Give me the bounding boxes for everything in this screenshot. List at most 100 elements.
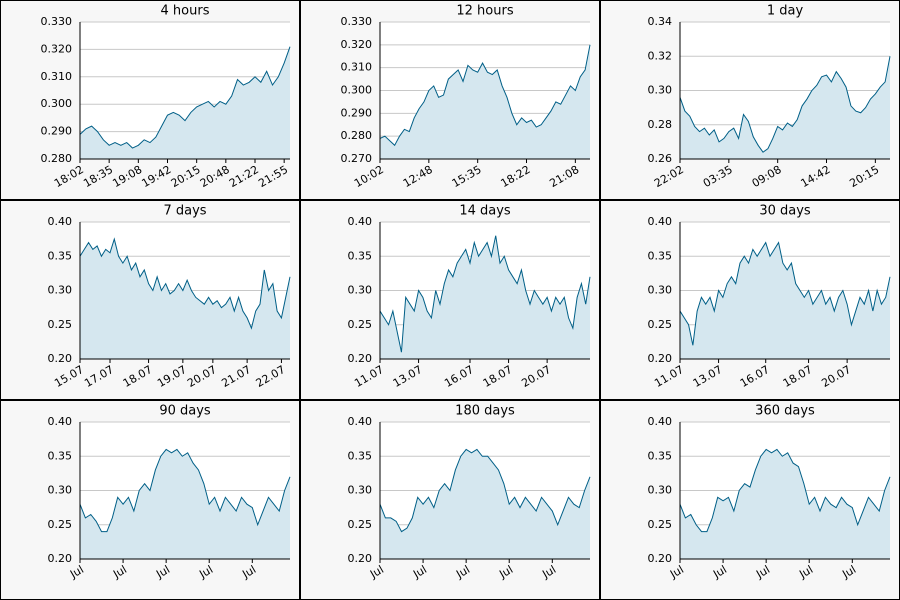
y-tick-label: 0.30 (648, 84, 673, 97)
y-tick-label: 0.280 (341, 129, 373, 142)
price-line (79, 237, 291, 330)
y-tick-label: 0.20 (648, 552, 673, 565)
y-tick-label: 0.25 (348, 518, 373, 531)
chart-panel: 0.20 0.25 0.30 0.35 0.40 Jul Jul Jul Jul Jul 180 d… (300, 400, 600, 600)
price-line (679, 448, 891, 533)
y-tick-label: 0.40 (348, 215, 373, 228)
price-line (679, 56, 891, 153)
x-tick-label: Jul (796, 563, 815, 581)
chart-title: 14 days (459, 204, 511, 219)
area-fill (80, 449, 290, 559)
y-tick-label: 0.20 (48, 352, 73, 365)
y-tick-label: 0.20 (348, 552, 373, 565)
price-line (79, 448, 291, 533)
price-line (79, 46, 291, 149)
y-tick-label: 0.26 (648, 152, 673, 165)
x-tick-label: Jul (753, 563, 772, 581)
x-tick-label: Jul (839, 563, 858, 581)
y-tick-label: 0.25 (648, 518, 673, 531)
y-tick-label: 0.310 (341, 61, 373, 74)
area-fill (680, 449, 890, 559)
y-tick-label: 0.280 (41, 152, 73, 165)
y-tick-label: 0.330 (341, 15, 373, 28)
price-line (379, 44, 591, 147)
y-tick-label: 0.35 (348, 249, 373, 262)
area-fill (380, 44, 590, 159)
y-tick-label: 0.35 (48, 449, 73, 462)
y-tick-label: 0.35 (48, 249, 73, 262)
chart-title: 30 days (759, 204, 811, 219)
x-tick-label: Jul (496, 563, 515, 581)
y-tick-label: 0.28 (648, 118, 673, 131)
area-fill (680, 56, 890, 159)
price-line (379, 448, 591, 533)
price-line (679, 241, 891, 346)
y-tick-label: 0.290 (341, 106, 373, 119)
y-tick-label: 0.270 (341, 152, 373, 165)
y-tick-label: 0.40 (48, 415, 73, 428)
chart-panel: 0.20 0.25 0.30 0.35 0.40 Jul Jul Jul Jul Jul 90 da… (0, 400, 300, 600)
area-fill (380, 449, 590, 559)
y-tick-label: 0.30 (48, 284, 73, 297)
price-line (379, 235, 591, 353)
y-tick-label: 0.30 (648, 284, 673, 297)
x-tick-label: Jul (410, 563, 429, 581)
y-tick-label: 0.290 (41, 125, 73, 138)
x-tick-label: Jul (239, 563, 258, 581)
chart-title: 7 days (163, 204, 206, 219)
y-tick-label: 0.320 (41, 42, 73, 55)
chart-title: 12 hours (456, 4, 513, 19)
y-tick-label: 0.25 (48, 318, 73, 331)
y-tick-label: 0.35 (648, 449, 673, 462)
x-tick-label: Jul (539, 563, 558, 581)
y-tick-label: 0.35 (348, 449, 373, 462)
y-tick-label: 0.20 (48, 552, 73, 565)
area-fill (680, 242, 890, 359)
chart-panel: 0.2800.2900.3000.3100.3200.33018:0218:35… (0, 0, 300, 200)
y-tick-label: 0.330 (41, 15, 73, 28)
x-tick-label: Jul (153, 563, 172, 581)
y-tick-label: 0.34 (648, 15, 673, 28)
chart-title: 180 days (455, 404, 515, 419)
y-tick-label: 0.300 (41, 97, 73, 110)
chart-title: 4 hours (161, 4, 210, 19)
area-fill (80, 46, 290, 159)
chart-panel: 0.2700.2800.2900.3000.3100.3200.33010:02… (300, 0, 600, 200)
y-tick-label: 0.25 (648, 318, 673, 331)
x-tick-label: Jul (667, 563, 686, 581)
y-tick-label: 0.30 (348, 284, 373, 297)
chart-panel: 0.20 0.25 0.30 0.35 0.40 Jul Jul Jul Jul Jul 360 d… (600, 400, 900, 600)
y-tick-label: 0.320 (341, 38, 373, 51)
y-tick-label: 0.20 (348, 352, 373, 365)
y-tick-label: 0.40 (48, 215, 73, 228)
chart-title: 1 day (767, 4, 804, 19)
y-tick-label: 0.35 (648, 249, 673, 262)
x-tick-label: Jul (67, 563, 86, 581)
y-tick-label: 0.25 (48, 518, 73, 531)
x-tick-label: Jul (367, 563, 386, 581)
x-tick-label: Jul (110, 563, 129, 581)
area-fill (380, 235, 590, 359)
y-tick-label: 0.40 (648, 415, 673, 428)
x-tick-label: Jul (196, 563, 215, 581)
y-tick-label: 0.32 (648, 49, 673, 62)
x-tick-label: Jul (453, 563, 472, 581)
y-tick-label: 0.25 (348, 318, 373, 331)
y-tick-label: 0.20 (648, 352, 673, 365)
x-tick-label: Jul (710, 563, 729, 581)
chart-title: 360 days (755, 404, 815, 419)
y-tick-label: 0.30 (48, 484, 73, 497)
chart-title: 90 days (159, 404, 211, 419)
y-tick-label: 0.300 (341, 84, 373, 97)
y-tick-label: 0.30 (348, 484, 373, 497)
y-tick-label: 0.310 (41, 70, 73, 83)
y-tick-label: 0.40 (648, 215, 673, 228)
y-tick-label: 0.30 (648, 484, 673, 497)
y-tick-label: 0.40 (348, 415, 373, 428)
